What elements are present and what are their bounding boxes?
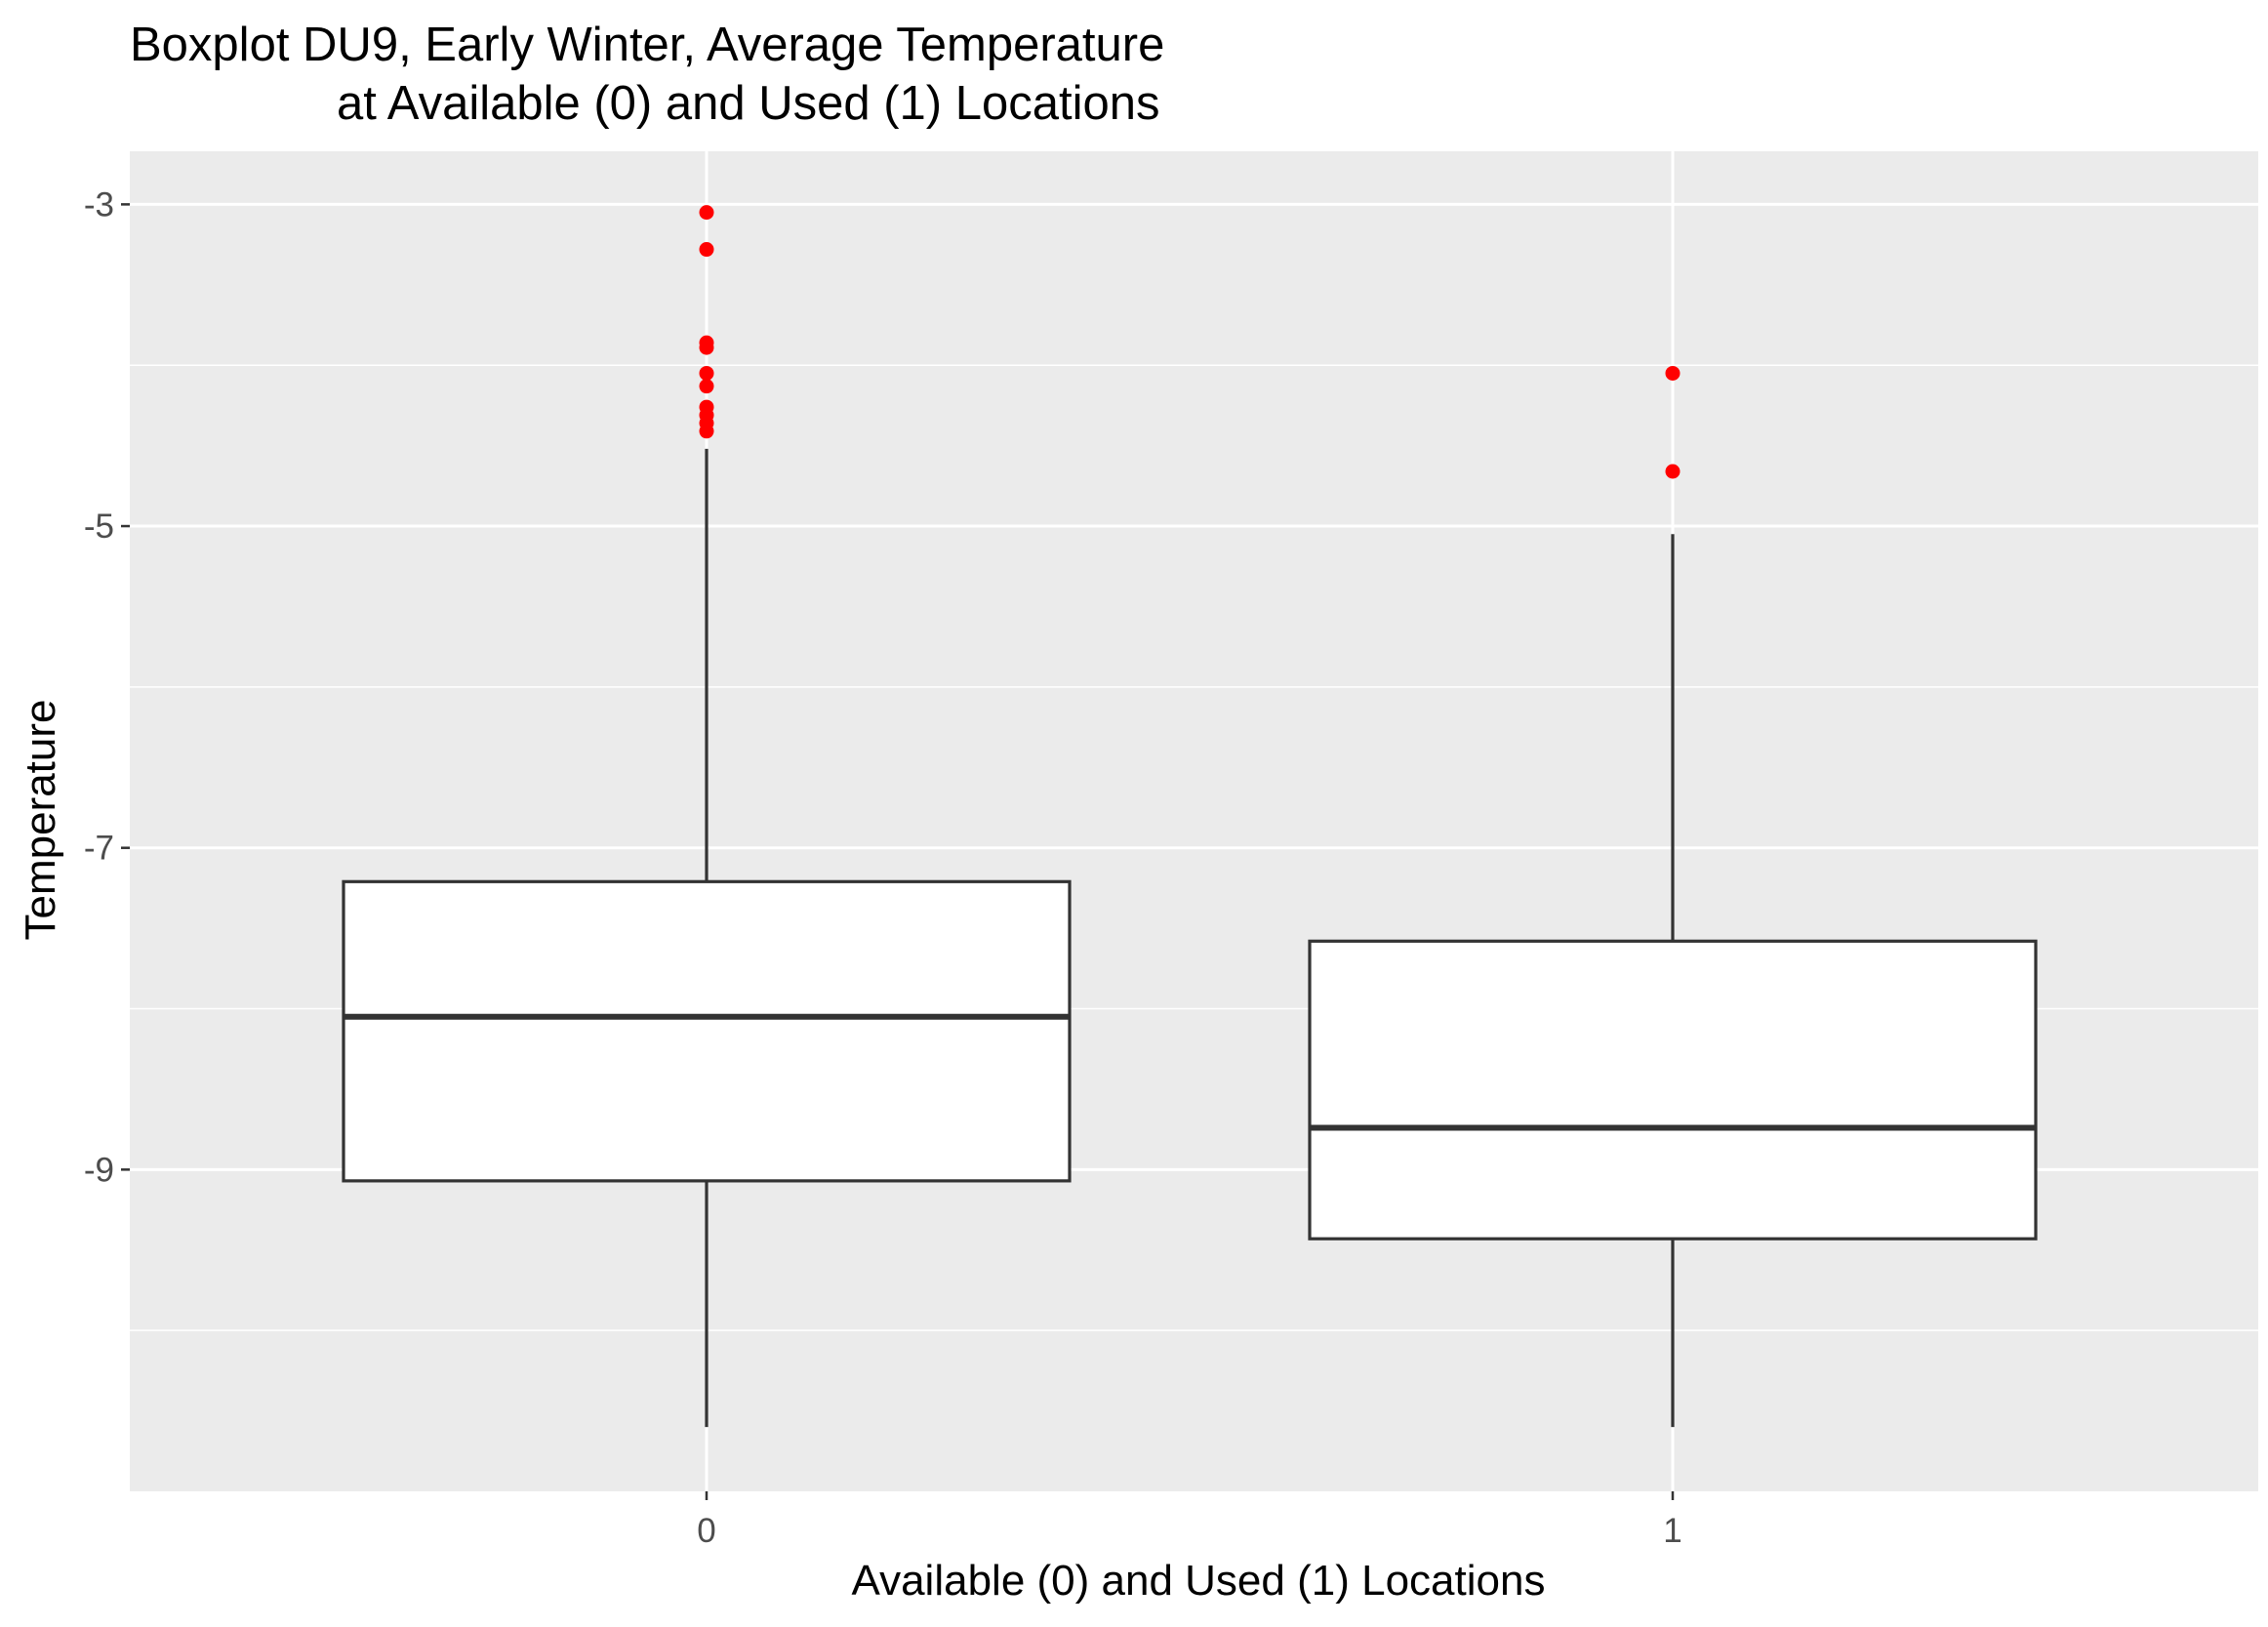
panel-background <box>130 151 2258 1491</box>
x-axis-title: Available (0) and Used (1) Locations <box>852 1557 1546 1605</box>
outlier-point-0 <box>699 340 714 355</box>
outlier-point-1 <box>1665 365 1681 381</box>
outlier-point-0 <box>699 365 714 381</box>
y-axis-title: Temperature <box>17 699 64 940</box>
plot-area: -3 -5 -7 -9 0 1 <box>84 151 2258 1550</box>
outlier-point-0 <box>699 379 714 394</box>
chart-subtitle: at Available (0) and Used (1) Locations <box>337 77 1159 130</box>
outlier-point-0 <box>699 205 714 221</box>
x-tick-label: 0 <box>697 1512 715 1550</box>
chart-title: Boxplot DU9, Early Winter, Average Tempe… <box>130 19 1164 71</box>
y-tick-label: -7 <box>84 830 114 868</box>
y-tick-label: -9 <box>84 1151 114 1189</box>
x-tick-label: 1 <box>1663 1512 1681 1550</box>
box-0 <box>342 879 1072 1183</box>
outlier-point-0 <box>699 424 714 439</box>
y-tick-label: -3 <box>84 185 114 224</box>
outlier-point-0 <box>699 242 714 258</box>
box-1 <box>1308 939 2038 1241</box>
outlier-point-1 <box>1665 464 1681 479</box>
y-tick-label: -5 <box>84 508 114 546</box>
